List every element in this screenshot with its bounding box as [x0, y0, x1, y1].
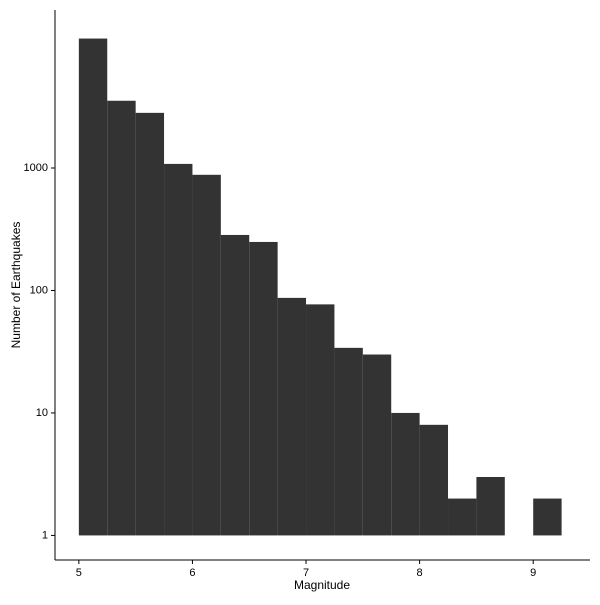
bar [476, 476, 505, 536]
bar [135, 112, 165, 536]
bar [164, 163, 193, 536]
bar [78, 38, 108, 536]
x-tick-label: 6 [189, 567, 195, 579]
y-axis-title: Number of Earthquakes [9, 222, 23, 349]
bar [306, 304, 335, 536]
bar [249, 241, 278, 536]
bar [220, 234, 250, 536]
x-tick-label: 8 [417, 567, 423, 579]
bar [334, 347, 363, 536]
x-axis-title: Magnitude [294, 578, 350, 592]
y-tick-label: 1 [42, 529, 48, 541]
bar [533, 498, 562, 536]
bar [419, 424, 449, 536]
y-tick-label: 100 [30, 284, 48, 296]
bar [192, 174, 221, 536]
bar [277, 297, 307, 536]
y-tick-label: 10 [36, 407, 48, 419]
bar [448, 498, 477, 536]
x-tick-label: 7 [303, 567, 309, 579]
x-tick-label: 9 [530, 567, 536, 579]
bar [391, 412, 420, 536]
x-tick-label: 5 [76, 567, 82, 579]
bar [362, 354, 392, 536]
y-tick-label: 1000 [24, 162, 48, 174]
bar [107, 100, 136, 536]
